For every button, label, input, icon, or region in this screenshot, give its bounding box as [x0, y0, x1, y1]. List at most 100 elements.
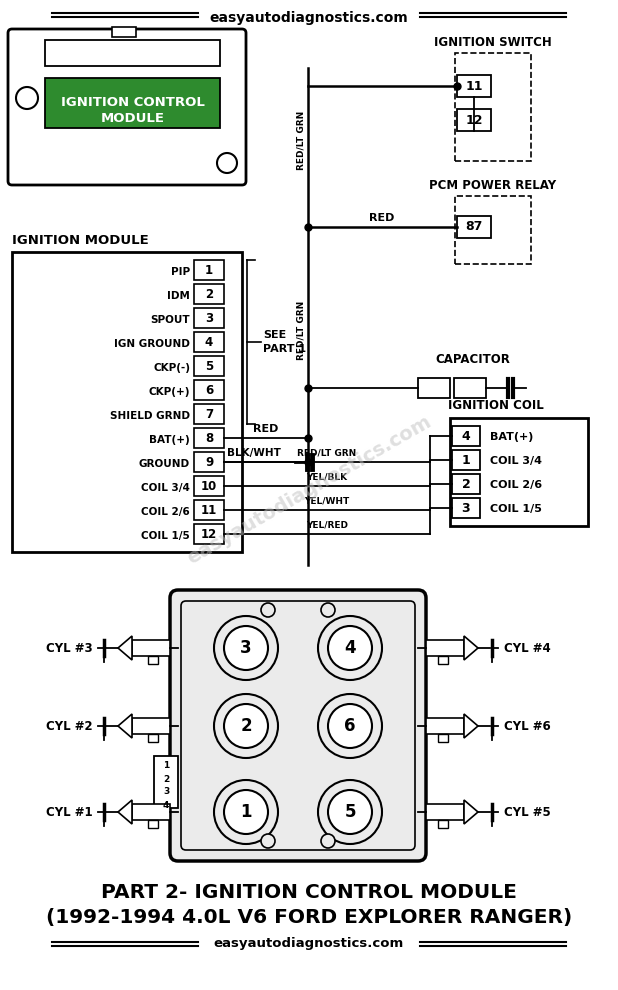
Bar	[426, 640, 464, 656]
Bar	[426, 718, 464, 734]
Text: 3: 3	[462, 502, 470, 515]
Text: 1: 1	[163, 761, 169, 770]
Text: GROUND: GROUND	[139, 459, 190, 469]
Bar	[457, 216, 491, 238]
Circle shape	[318, 694, 382, 758]
Text: 1: 1	[462, 453, 470, 466]
Text: PART 2- IGNITION CONTROL MODULE: PART 2- IGNITION CONTROL MODULE	[101, 882, 517, 902]
Circle shape	[328, 704, 372, 748]
Bar	[154, 756, 178, 808]
Text: CAPACITOR: CAPACITOR	[436, 353, 510, 366]
Text: 1: 1	[240, 803, 252, 821]
Text: COIL 2/6: COIL 2/6	[490, 480, 542, 490]
Bar	[454, 378, 486, 398]
Bar	[452, 498, 480, 518]
Text: IGNITION SWITCH: IGNITION SWITCH	[434, 36, 552, 49]
Bar	[194, 284, 224, 304]
Text: 4: 4	[462, 430, 470, 443]
Circle shape	[321, 603, 335, 617]
Circle shape	[318, 616, 382, 680]
Polygon shape	[118, 800, 132, 824]
Text: COIL 3/4: COIL 3/4	[490, 456, 542, 466]
Text: COIL 2/6: COIL 2/6	[142, 507, 190, 517]
Text: (1992-1994 4.0L V6 FORD EXPLORER RANGER): (1992-1994 4.0L V6 FORD EXPLORER RANGER)	[46, 909, 572, 928]
Text: 2: 2	[163, 774, 169, 783]
Text: 2: 2	[205, 287, 213, 301]
Bar	[194, 500, 224, 520]
Text: MODULE: MODULE	[101, 113, 164, 126]
Bar	[12, 252, 242, 552]
Text: BLK/WHT: BLK/WHT	[227, 448, 281, 458]
Text: 3: 3	[163, 787, 169, 797]
Bar	[45, 78, 220, 128]
Circle shape	[224, 704, 268, 748]
Text: CKP(+): CKP(+)	[148, 387, 190, 397]
Text: easyautodiagnostics.com: easyautodiagnostics.com	[214, 938, 404, 950]
Text: CYL #6: CYL #6	[504, 720, 551, 733]
Text: 5: 5	[205, 359, 213, 372]
Text: CYL #1: CYL #1	[46, 806, 93, 819]
Bar	[194, 308, 224, 328]
Circle shape	[318, 780, 382, 844]
Text: 4: 4	[163, 801, 169, 810]
Circle shape	[214, 616, 278, 680]
Circle shape	[261, 603, 275, 617]
Text: CYL #3: CYL #3	[46, 642, 93, 654]
Text: CYL #2: CYL #2	[46, 720, 93, 733]
Text: IDM: IDM	[167, 291, 190, 301]
Bar	[438, 820, 448, 828]
Bar	[45, 40, 220, 66]
Bar	[452, 474, 480, 494]
Text: 7: 7	[205, 408, 213, 421]
Bar	[194, 476, 224, 496]
Bar	[148, 820, 158, 828]
Circle shape	[16, 87, 38, 109]
Text: YEL/WHT: YEL/WHT	[305, 497, 350, 506]
Bar	[194, 380, 224, 400]
Polygon shape	[464, 636, 478, 660]
Text: SPOUT: SPOUT	[150, 315, 190, 325]
Bar	[455, 196, 531, 264]
Text: CYL #5: CYL #5	[504, 806, 551, 819]
Text: 8: 8	[205, 432, 213, 445]
Bar	[194, 260, 224, 280]
Text: PIP: PIP	[171, 267, 190, 277]
Bar	[132, 804, 170, 820]
Circle shape	[261, 834, 275, 848]
Bar	[194, 332, 224, 352]
Text: easyautodiagnostics.com: easyautodiagnostics.com	[184, 412, 434, 568]
Text: COIL 3/4: COIL 3/4	[141, 483, 190, 493]
Polygon shape	[464, 714, 478, 738]
Text: CKP(-): CKP(-)	[153, 363, 190, 373]
Text: 12: 12	[465, 114, 483, 127]
Bar	[194, 404, 224, 424]
Text: RED/LT GRN: RED/LT GRN	[297, 110, 305, 169]
Text: SHIELD GRND: SHIELD GRND	[110, 411, 190, 421]
Text: 4: 4	[344, 639, 356, 657]
FancyBboxPatch shape	[8, 29, 246, 185]
Circle shape	[328, 790, 372, 834]
Circle shape	[214, 694, 278, 758]
Circle shape	[224, 626, 268, 670]
Bar	[452, 450, 480, 470]
Bar	[438, 656, 448, 664]
Bar	[450, 418, 588, 526]
Bar	[194, 524, 224, 544]
Bar	[457, 109, 491, 131]
Circle shape	[321, 834, 335, 848]
Circle shape	[224, 790, 268, 834]
Text: 10: 10	[201, 479, 217, 492]
Bar	[455, 53, 531, 161]
Text: 87: 87	[465, 221, 483, 234]
Bar	[132, 718, 170, 734]
Circle shape	[328, 626, 372, 670]
Circle shape	[217, 153, 237, 173]
Text: 6: 6	[344, 717, 356, 735]
Polygon shape	[118, 636, 132, 660]
Text: PCM POWER RELAY: PCM POWER RELAY	[430, 179, 557, 192]
Text: 2: 2	[240, 717, 252, 735]
Bar	[426, 804, 464, 820]
Bar	[112, 27, 136, 37]
Text: SEE: SEE	[263, 330, 286, 340]
Polygon shape	[118, 714, 132, 738]
